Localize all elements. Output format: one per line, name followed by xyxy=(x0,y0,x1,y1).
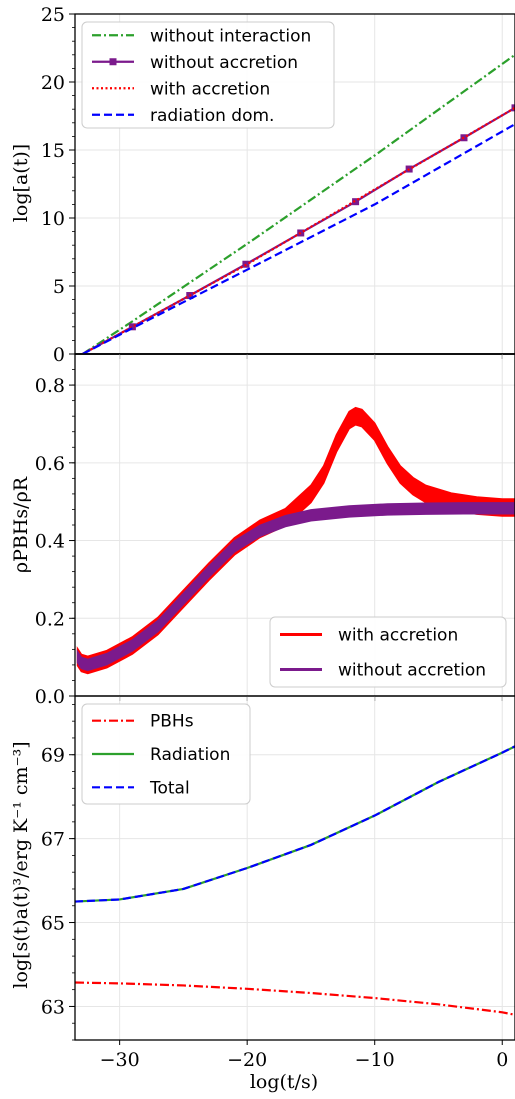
y-tick-label: 20 xyxy=(41,72,65,94)
y-tick-label: 0.4 xyxy=(35,531,65,553)
series-line-radiation-dom. xyxy=(82,123,515,354)
series-band-without-accretion xyxy=(76,502,515,672)
legend-box xyxy=(81,21,335,129)
legend-label: without accretion xyxy=(150,53,298,73)
y-tick-label: 0.2 xyxy=(35,608,65,630)
plot-area xyxy=(76,406,515,675)
legend: with accretion without accretion xyxy=(269,616,507,688)
series-line-Total xyxy=(75,745,515,903)
legend-label: without interaction xyxy=(150,26,311,46)
y-tick-label: 25 xyxy=(41,4,65,26)
series-band-with-accretion xyxy=(76,406,515,675)
x-axis-label: log(t/s) xyxy=(250,1071,318,1093)
y-axis-label-bottom: log[s(t)a(t)³/erg K⁻¹ cm⁻³] xyxy=(10,741,32,988)
y-axis-label-middle: ρPBHs/ρR xyxy=(10,476,32,573)
series-line-PBHs xyxy=(75,981,515,1016)
y-tick-label: 0.8 xyxy=(35,375,65,397)
plot-area xyxy=(82,53,515,354)
plot-area xyxy=(75,745,515,1016)
legend: PBHs Radiation Total xyxy=(81,703,251,805)
legend-label: Total xyxy=(149,778,190,798)
y-tick-label: 69 xyxy=(41,745,65,767)
legend-label: without accretion xyxy=(338,661,486,681)
x-tick-label: −30 xyxy=(100,1049,140,1071)
legend-label: with accretion xyxy=(150,79,270,99)
legend-box xyxy=(269,616,507,688)
y-tick-label: 65 xyxy=(41,913,65,935)
legend-label: with accretion xyxy=(338,626,458,646)
panel-bottom-entropy: 63 65 67 69 −30 −20 −10 0 PBHs Radiation Total xyxy=(41,695,515,1071)
legend-label: radiation dom. xyxy=(150,106,274,126)
y-tick-label: 0 xyxy=(53,344,65,366)
axes-frame xyxy=(74,695,515,1041)
y-tick-label: 15 xyxy=(41,140,65,162)
y-tick-label: 63 xyxy=(41,996,65,1018)
x-tick-label: 0 xyxy=(496,1049,508,1071)
axis-labels: log[a(t)] ρPBHs/ρR log[s(t)a(t)³/erg K⁻¹… xyxy=(10,144,318,1093)
series-line-without-interaction xyxy=(82,53,515,354)
x-tick-label: −10 xyxy=(355,1049,395,1071)
series-marker xyxy=(352,198,360,206)
y-tick-label: 0.6 xyxy=(35,453,65,475)
y-tick-label: 0.0 xyxy=(35,686,65,708)
y-tick-label: 5 xyxy=(53,276,65,298)
legend-label: PBHs xyxy=(150,712,194,732)
legend: without interaction without accretion with… xyxy=(81,21,335,129)
legend-box xyxy=(81,703,251,805)
legend-label: Radiation xyxy=(150,745,230,765)
y-axis-label-top: log[a(t)] xyxy=(10,144,32,222)
series-marker xyxy=(128,323,136,331)
legend-marker xyxy=(109,58,117,66)
y-tick-label: 10 xyxy=(41,208,65,230)
panel-middle-density-ratio: 0.0 0.2 0.4 0.6 0.8 with accretion without acc… xyxy=(35,353,515,708)
panel-top-log-scale-factor: 0 5 10 15 20 25 without interaction without acc… xyxy=(41,4,515,366)
y-tick-label: 67 xyxy=(41,829,65,851)
x-tick-label: −20 xyxy=(227,1049,267,1071)
